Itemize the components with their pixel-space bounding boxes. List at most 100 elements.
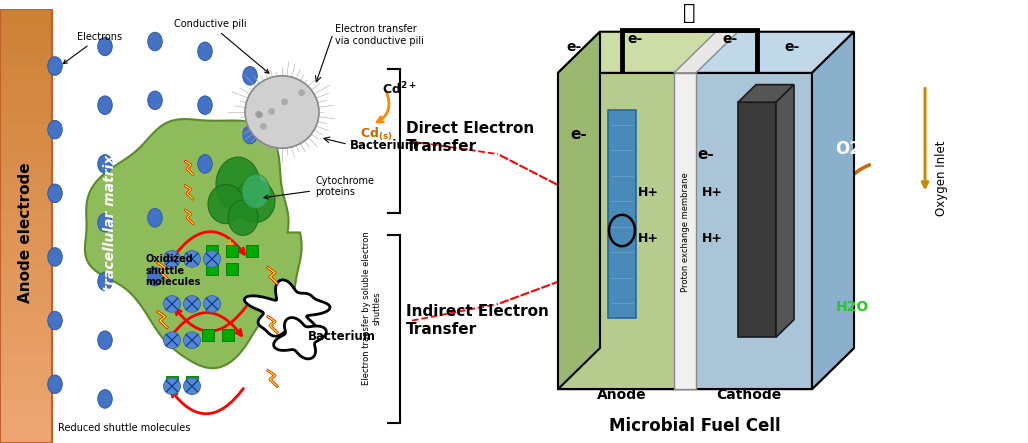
Ellipse shape	[216, 157, 260, 212]
Bar	[0, 36, 52, 53]
Text: Anode: Anode	[596, 388, 647, 402]
Bar	[206, 263, 218, 275]
Ellipse shape	[268, 108, 276, 115]
Text: H+: H+	[638, 186, 659, 199]
Text: Cytochrome
proteins: Cytochrome proteins	[264, 176, 374, 199]
Bar	[0, 224, 52, 241]
Circle shape	[163, 295, 181, 312]
Bar	[0, 152, 52, 168]
Bar	[226, 263, 238, 275]
Text: H2O: H2O	[836, 300, 869, 314]
Bar	[0, 340, 52, 356]
Bar	[0, 80, 52, 96]
Text: Electrons: Electrons	[64, 31, 122, 64]
Circle shape	[184, 332, 200, 349]
Text: Microbial Fuel Cell: Microbial Fuel Cell	[610, 417, 781, 435]
Bar	[246, 245, 258, 257]
Text: 💡: 💡	[684, 3, 696, 23]
Bar	[0, 427, 52, 443]
Bar	[0, 195, 52, 212]
Polygon shape	[558, 348, 854, 389]
Ellipse shape	[243, 125, 257, 144]
Polygon shape	[776, 85, 794, 337]
Bar	[0, 253, 52, 269]
Bar	[0, 383, 52, 400]
Bar	[0, 22, 52, 38]
Polygon shape	[85, 119, 301, 368]
Ellipse shape	[228, 200, 258, 235]
Polygon shape	[674, 32, 738, 73]
Bar	[0, 369, 52, 385]
Polygon shape	[685, 32, 854, 73]
Ellipse shape	[197, 42, 212, 61]
Text: H+: H+	[638, 232, 659, 245]
Text: e-: e-	[570, 128, 587, 143]
Ellipse shape	[208, 184, 244, 224]
Ellipse shape	[260, 123, 267, 130]
Ellipse shape	[148, 267, 162, 286]
Text: H+: H+	[702, 186, 723, 199]
Bar	[0, 268, 52, 284]
Text: Conductive pili: Conductive pili	[174, 19, 269, 73]
Bar	[0, 7, 52, 23]
Bar	[201, 330, 214, 341]
Text: $\mathbf{Cd^{2+}}$: $\mathbf{Cd^{2+}}$	[382, 80, 416, 97]
Text: e-: e-	[697, 147, 713, 162]
Circle shape	[245, 76, 319, 148]
Ellipse shape	[256, 112, 263, 118]
Polygon shape	[812, 32, 854, 389]
Text: e-: e-	[784, 40, 799, 54]
Text: $\mathbf{Cd_{(s)}}$: $\mathbf{Cd_{(s)}}$	[360, 126, 393, 143]
Bar	[0, 181, 52, 197]
Ellipse shape	[298, 89, 305, 96]
Bar	[0, 94, 52, 110]
Text: Cathode: Cathode	[715, 388, 781, 402]
Bar	[0, 239, 52, 255]
Bar	[0, 412, 52, 428]
Text: Anode electrode: Anode electrode	[19, 162, 34, 303]
Ellipse shape	[197, 96, 212, 114]
Bar	[0, 137, 52, 154]
Text: Oxidized
shuttle
molecules: Oxidized shuttle molecules	[145, 254, 200, 287]
Bar	[0, 354, 52, 371]
Bar	[558, 73, 685, 389]
Circle shape	[184, 378, 200, 395]
Bar	[226, 245, 238, 257]
Ellipse shape	[98, 155, 112, 173]
Circle shape	[163, 378, 181, 395]
Circle shape	[204, 295, 220, 312]
Bar	[685, 73, 812, 389]
Text: Oxygen Inlet: Oxygen Inlet	[935, 141, 948, 216]
Polygon shape	[738, 85, 794, 102]
Bar	[608, 110, 636, 318]
Bar	[0, 282, 52, 299]
Polygon shape	[245, 280, 330, 338]
Text: Proton exchange membrane: Proton exchange membrane	[681, 173, 690, 292]
Bar	[0, 123, 52, 140]
Ellipse shape	[47, 57, 63, 75]
Bar	[0, 325, 52, 342]
Bar	[0, 398, 52, 414]
Ellipse shape	[242, 174, 270, 209]
Polygon shape	[558, 32, 727, 73]
Bar	[186, 377, 198, 388]
Bar	[674, 73, 696, 389]
Bar	[0, 210, 52, 226]
Circle shape	[163, 251, 181, 267]
Circle shape	[204, 251, 220, 267]
Text: Indirect Electron
Transfer: Indirect Electron Transfer	[406, 304, 549, 337]
Ellipse shape	[47, 311, 63, 330]
Bar	[0, 9, 52, 443]
Text: Bacterium: Bacterium	[308, 330, 376, 343]
Ellipse shape	[98, 37, 112, 56]
Text: Direct Electron
Transfer: Direct Electron Transfer	[406, 121, 535, 154]
Bar	[0, 65, 52, 82]
Ellipse shape	[148, 32, 162, 51]
Ellipse shape	[148, 209, 162, 227]
Circle shape	[184, 251, 200, 267]
Text: e-: e-	[627, 32, 642, 46]
Bar	[738, 102, 776, 337]
Ellipse shape	[197, 155, 212, 173]
Text: H+: H+	[702, 232, 723, 245]
Bar	[0, 166, 52, 183]
